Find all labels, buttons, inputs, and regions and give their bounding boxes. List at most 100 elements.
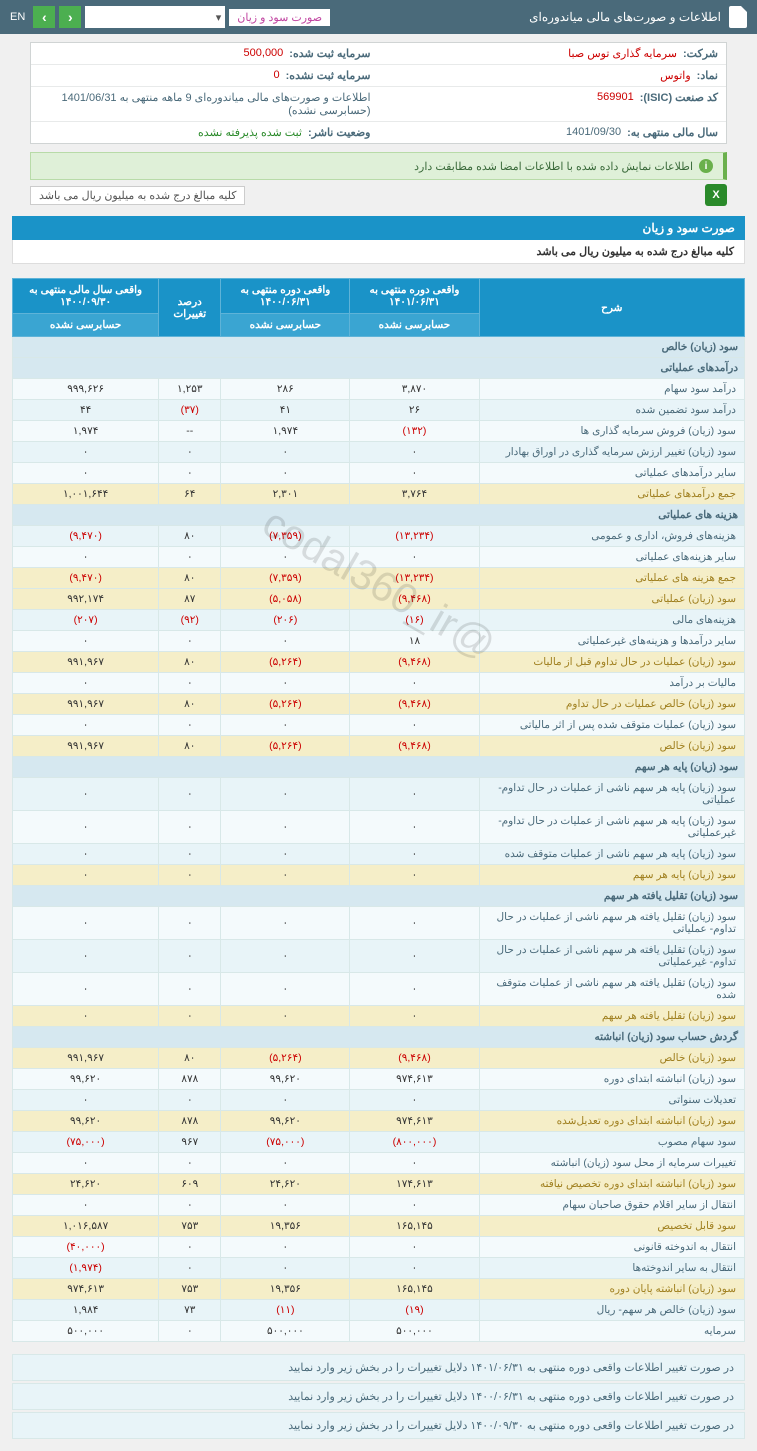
cell-value: ۰	[13, 811, 159, 844]
cell-value: ۰	[159, 1006, 221, 1027]
table-row: سود (زیان) عملیاتی(۹,۴۶۸)(۵,۰۵۸)۸۷۹۹۲,۱۷…	[13, 589, 745, 610]
row-desc: سود (زیان) خالص	[479, 1048, 745, 1069]
table-row: سود (زیان) تقلیل یافته هر سهم۰۰۰۰	[13, 1006, 745, 1027]
cell-value: ۰	[13, 442, 159, 463]
cell-value: (۹,۴۶۸)	[350, 1048, 479, 1069]
capital-unreg-value: 0	[274, 69, 280, 82]
fy-value: 1401/09/30	[566, 126, 621, 139]
symbol-value: واتوس	[660, 69, 691, 82]
cell-value: ۹۹۱,۹۶۷	[13, 1048, 159, 1069]
currency-note: کلیه مبالغ درج شده به میلیون ریال می باش…	[30, 186, 245, 205]
excel-export-icon[interactable]	[705, 184, 727, 206]
table-row: سود (زیان) تقلیل یافته هر سهم ناشی از عم…	[13, 907, 745, 940]
table-row: سود (زیان) خالص	[13, 337, 745, 358]
status-label: وضعیت ناشر:	[308, 126, 371, 139]
cell-value: (۹,۴۶۸)	[350, 694, 479, 715]
cell-value: ۰	[13, 1090, 159, 1111]
cell-value: ۰	[159, 1321, 221, 1342]
cell-value: ۰	[221, 940, 350, 973]
tab-select[interactable]: ▾	[85, 6, 225, 28]
cell-value: ۰	[159, 778, 221, 811]
cell-value: ۳,۷۶۴	[350, 484, 479, 505]
info-icon: i	[699, 159, 713, 173]
cell-value: ۰	[159, 442, 221, 463]
col-desc: شرح	[479, 279, 745, 337]
company-value: سرمایه گذاری توس صبا	[568, 47, 677, 60]
cell-value: ۲,۳۰۱	[221, 484, 350, 505]
row-desc: سود (زیان) پایه هر سهم ناشی از عملیات مت…	[479, 844, 745, 865]
cell-value: ۰	[350, 715, 479, 736]
table-row: سود سهام مصوب(۸۰۰,۰۰۰)(۷۵,۰۰۰)۹۶۷(۷۵,۰۰۰…	[13, 1132, 745, 1153]
row-desc: سود (زیان) خالص عملیات در حال تداوم	[479, 694, 745, 715]
cell-value: (۲۰۶)	[221, 610, 350, 631]
lang-switch[interactable]: EN	[10, 11, 25, 23]
table-row: هزینه‌های فروش، اداری و عمومی(۱۳,۲۳۴)(۷,…	[13, 526, 745, 547]
capital-reg-label: سرمایه ثبت شده:	[289, 47, 370, 60]
row-heading: سود (زیان) تقلیل یافته هر سهم	[13, 886, 745, 907]
table-row: سود (زیان) پایه هر سهم ناشی از عملیات مت…	[13, 844, 745, 865]
table-row: سود (زیان) پایه هر سهم	[13, 757, 745, 778]
cell-value: ۸۷۸	[159, 1069, 221, 1090]
table-row: هزینه های عملیاتی	[13, 505, 745, 526]
row-desc: سود (زیان) تقلیل یافته هر سهم	[479, 1006, 745, 1027]
cell-value: ۷۵۳	[159, 1279, 221, 1300]
cell-value: ۰	[350, 940, 479, 973]
row-desc: سود (زیان) انباشته ابتدای دوره تخصیص نیا…	[479, 1174, 745, 1195]
cell-value: ۶۰۹	[159, 1174, 221, 1195]
row-desc: سایر درآمدهای عملیاتی	[479, 463, 745, 484]
status-value: ثبت شده پذیرفته نشده	[198, 126, 302, 139]
cell-value: ۰	[221, 631, 350, 652]
cell-value: ۰	[350, 463, 479, 484]
nav-prev-icon[interactable]: ‹	[59, 6, 81, 28]
cell-value: ۰	[350, 1153, 479, 1174]
cell-value: (۹,۴۶۸)	[350, 652, 479, 673]
row-desc: سرمایه	[479, 1321, 745, 1342]
cell-value: ۴۴	[13, 400, 159, 421]
cell-value: ۸۷	[159, 589, 221, 610]
cell-value: ۰	[13, 865, 159, 886]
cell-value: ۰	[13, 673, 159, 694]
capital-unreg-label: سرمایه ثبت نشده:	[286, 69, 371, 82]
table-row: جمع درآمدهای عملیاتی۳,۷۶۴۲,۳۰۱۶۴۱,۰۰۱,۶۴…	[13, 484, 745, 505]
table-row: هزینه‌های مالی(۱۶)(۲۰۶)(۹۲)(۲۰۷)	[13, 610, 745, 631]
cell-value: ۰	[221, 442, 350, 463]
row-desc: سود (زیان) تغییر ارزش سرمایه گذاری در او…	[479, 442, 745, 463]
cell-value: ۰	[13, 973, 159, 1006]
row-desc: سود (زیان) تقلیل یافته هر سهم ناشی از عم…	[479, 907, 745, 940]
cell-value: ۱,۹۸۴	[13, 1300, 159, 1321]
cell-value: ۰	[159, 1195, 221, 1216]
cell-value: ۸۷۸	[159, 1111, 221, 1132]
cell-value: ۷۵۳	[159, 1216, 221, 1237]
cell-value: ۲۴,۶۲۰	[13, 1174, 159, 1195]
cell-value: ۰	[350, 1237, 479, 1258]
company-label: شرکت:	[683, 47, 718, 60]
cell-value: ۰	[159, 844, 221, 865]
table-row: درآمد سود تضمین شده۲۶۴۱(۳۷)۴۴	[13, 400, 745, 421]
table-row: سود (زیان) خالص(۹,۴۶۸)(۵,۲۶۴)۸۰۹۹۱,۹۶۷	[13, 736, 745, 757]
row-desc: سود (زیان) انباشته پایان دوره	[479, 1279, 745, 1300]
cell-value: ۰	[350, 907, 479, 940]
col-c1: واقعی دوره منتهی به ۱۴۰۱/۰۶/۳۱	[350, 279, 479, 314]
cell-value: ۵۰۰,۰۰۰	[221, 1321, 350, 1342]
cell-value: ۰	[13, 463, 159, 484]
table-row: سود (زیان) انباشته ابتدای دوره۹۷۴,۶۱۳۹۹,…	[13, 1069, 745, 1090]
cell-value: ۰	[159, 1237, 221, 1258]
table-row: سود (زیان) انباشته ابتدای دوره تخصیص نیا…	[13, 1174, 745, 1195]
row-heading: هزینه های عملیاتی	[13, 505, 745, 526]
cell-value: (۲۰۷)	[13, 610, 159, 631]
nav-next-icon[interactable]: ›	[33, 6, 55, 28]
col-sub4: حسابرسی نشده	[13, 314, 159, 337]
cell-value: (۹,۴۷۰)	[13, 568, 159, 589]
cell-value: ۹۹۱,۹۶۷	[13, 736, 159, 757]
cell-value: ۰	[350, 1195, 479, 1216]
table-row: سود (زیان) تغییر ارزش سرمایه گذاری در او…	[13, 442, 745, 463]
cell-value: (۵,۲۶۴)	[221, 694, 350, 715]
cell-value: (۱,۹۷۴)	[13, 1258, 159, 1279]
cell-value: ۰	[221, 1237, 350, 1258]
table-row: سود (زیان) عملیات در حال تداوم قبل از ما…	[13, 652, 745, 673]
cell-value: (۹,۴۷۰)	[13, 526, 159, 547]
row-heading: درآمدهای عملیاتی	[13, 358, 745, 379]
cell-value: ۰	[13, 1006, 159, 1027]
row-desc: سود (زیان) پایه هر سهم ناشی از عملیات در…	[479, 811, 745, 844]
row-desc: سود (زیان) انباشته ابتدای دوره	[479, 1069, 745, 1090]
